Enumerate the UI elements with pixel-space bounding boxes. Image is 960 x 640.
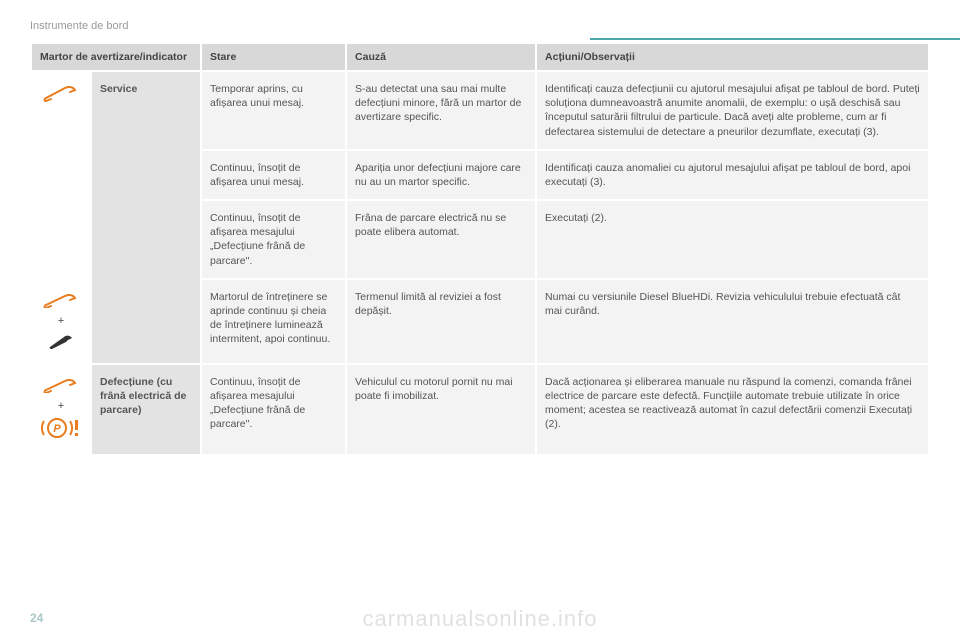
watermark: carmanualsonline.info (362, 606, 597, 632)
state-cell: Martorul de întreținere se aprinde conti… (201, 279, 346, 364)
service-name: Service (91, 71, 201, 364)
col-state: Stare (201, 43, 346, 71)
cause-cell: Termenul limită al reviziei a fost depăș… (346, 279, 536, 364)
cause-cell: Frâna de parcare electrică nu se poate e… (346, 200, 536, 279)
table-row: Service Temporar aprins, cu afișarea unu… (31, 71, 929, 150)
service-icon-cell (31, 71, 91, 279)
indicators-table: Martor de avertizare/indicator Stare Cau… (30, 42, 930, 456)
fault-name: Defecțiune (cu frână electrică de parcar… (91, 364, 201, 455)
section-header: Instrumente de bord (30, 20, 930, 32)
state-cell: Continuu, însoțit de afișarea mesajului … (201, 200, 346, 279)
wrench-open-icon (43, 292, 79, 308)
svg-text:P: P (53, 423, 61, 435)
cause-cell: Apariția unor defecțiuni majore care nu … (346, 150, 536, 200)
state-cell: Continuu, însoțit de afișarea mesajului … (201, 364, 346, 455)
page-number: 24 (30, 611, 43, 625)
state-cell: Continuu, însoțit de afișarea unui mesaj… (201, 150, 346, 200)
cause-cell: Vehiculul cu motorul pornit nu mai poate… (346, 364, 536, 455)
col-cause: Cauză (346, 43, 536, 71)
action-cell: Identificați cauza anomaliei cu ajutorul… (536, 150, 929, 200)
parking-brake-icon: P (40, 416, 84, 440)
fault-icon-cell: + P (31, 364, 91, 455)
col-indicator: Martor de avertizare/indicator (31, 43, 201, 71)
wrench-open-icon (43, 84, 79, 102)
action-cell: Dacă acționarea și eliberarea manuale nu… (536, 364, 929, 455)
service-plus-icon-cell: + (31, 279, 91, 364)
cause-cell: S-au detectat una sau mai multe defecțiu… (346, 71, 536, 150)
spanner-icon (46, 331, 76, 349)
col-action: Acțiuni/Observații (536, 43, 929, 71)
plus-text: + (40, 314, 82, 329)
plus-text: + (40, 399, 82, 414)
state-cell: Temporar aprins, cu afișarea unui mesaj. (201, 71, 346, 150)
action-cell: Numai cu versiunile Diesel BlueHDi. Revi… (536, 279, 929, 364)
wrench-open-icon (43, 377, 79, 393)
action-cell: Identificați cauza defecțiunii cu ajutor… (536, 71, 929, 150)
action-cell: Executați (2). (536, 200, 929, 279)
table-row: + P Defecțiune (cu frână electrică de pa… (31, 364, 929, 455)
accent-bar (590, 38, 960, 40)
